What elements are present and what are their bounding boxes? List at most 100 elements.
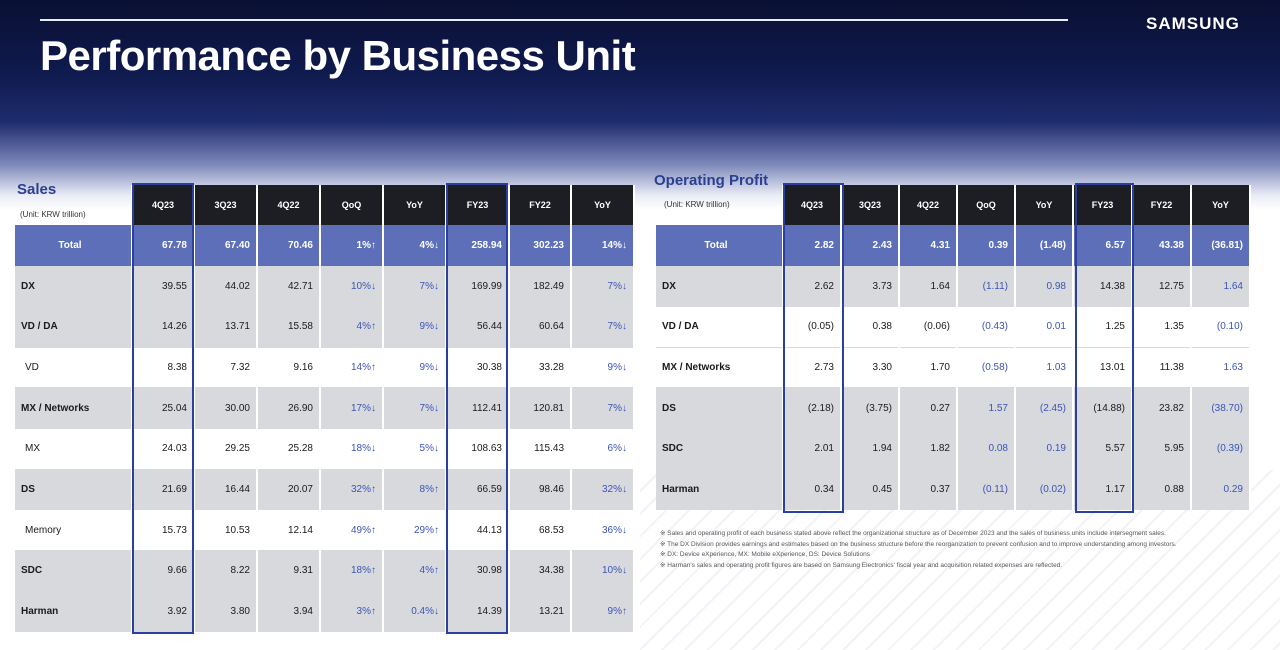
op-profit-cell: 2.82: [783, 225, 842, 267]
sales-cell: 4%↓: [383, 225, 447, 267]
sales-cell: 13.71: [194, 306, 258, 348]
op-profit-cell: 0.01: [1015, 306, 1074, 348]
op-profit-cell: 6.57: [1073, 225, 1133, 267]
op-profit-row: DX 2.62 3.73 1.64 (1.11) 0.98 14.38 12.75 1.64: [656, 265, 1251, 307]
sales-cell: 15.73: [132, 509, 195, 551]
op-profit-cell: 0.38: [841, 306, 900, 348]
sales-cell: 10%↓: [571, 550, 635, 592]
op-profit-col-header: 4Q22: [899, 185, 958, 225]
sales-cell: 21.69: [132, 469, 195, 511]
sales-cell: 26.90: [257, 387, 321, 429]
sales-cell: 42.71: [257, 265, 321, 307]
sales-cell: 49%↑: [320, 509, 384, 551]
sales-cell: 70.46: [257, 225, 321, 267]
op-profit-cell: 0.45: [841, 469, 900, 511]
sales-cell: 9%↓: [383, 347, 447, 389]
sales-cell: 4%↑: [320, 306, 384, 348]
op-profit-col-header: QoQ: [957, 185, 1016, 225]
sales-row-label: DS: [15, 469, 133, 511]
op-profit-cell: (0.10): [1191, 306, 1251, 348]
sales-row: Memory 15.73 10.53 12.14 49%↑ 29%↑ 44.13 68.53 3…: [15, 509, 635, 551]
sales-cell: 15.58: [257, 306, 321, 348]
op-profit-cell: 0.37: [899, 469, 958, 511]
sales-cell: 66.59: [446, 469, 510, 511]
op-profit-cell: (1.48): [1015, 225, 1074, 267]
op-profit-cell: (2.45): [1015, 387, 1074, 429]
op-profit-cell: 2.01: [783, 428, 842, 470]
op-profit-cell: 5.95: [1132, 428, 1192, 470]
op-profit-row: DS (2.18) (3.75) 0.27 1.57 (2.45) (14.88) 23.82…: [656, 387, 1251, 429]
sales-cell: 0.4%↓: [383, 591, 447, 633]
op-profit-row: Harman 0.34 0.45 0.37 (0.11) (0.02) 1.17 0.88 0.…: [656, 469, 1251, 511]
sales-row: SDC 9.66 8.22 9.31 18%↑ 4%↑ 30.98 34.38 10%↓: [15, 550, 635, 592]
sales-row: Harman 3.92 3.80 3.94 3%↑ 0.4%↓ 14.39 13.21 9%↑: [15, 591, 635, 633]
op-profit-cell: (0.39): [1191, 428, 1251, 470]
sales-cell: 9.66: [132, 550, 195, 592]
op-profit-cell: 1.25: [1073, 306, 1133, 348]
op-profit-cell: 1.64: [899, 265, 958, 307]
sales-row: MX 24.03 29.25 25.28 18%↓ 5%↓ 108.63 115.43 6%↓: [15, 428, 635, 470]
op-profit-cell: 1.64: [1191, 265, 1251, 307]
sales-cell: 18%↑: [320, 550, 384, 592]
sales-row-label: VD: [15, 347, 133, 389]
op-profit-cell: 0.27: [899, 387, 958, 429]
sales-cell: 30.00: [194, 387, 258, 429]
op-profit-col-header: 3Q23: [841, 185, 900, 225]
sales-cell: 6%↓: [571, 428, 635, 470]
sales-row-label: VD / DA: [15, 306, 133, 348]
sales-col-header: FY22: [509, 185, 572, 225]
sales-cell: 67.78: [132, 225, 195, 267]
op-profit-header-row: 4Q23 3Q23 4Q22 QoQ YoY FY23 FY22 YoY: [656, 185, 1251, 225]
op-profit-row-label: DX: [656, 265, 784, 307]
footnote: ※ Harman's sales and operating profit fi…: [660, 561, 1063, 569]
sales-cell: 8%↑: [383, 469, 447, 511]
sales-col-header: YoY: [571, 185, 635, 225]
op-profit-cell: 2.43: [841, 225, 900, 267]
op-profit-row-label: SDC: [656, 428, 784, 470]
op-profit-col-header: YoY: [1191, 185, 1251, 225]
sales-cell: 5%↓: [383, 428, 447, 470]
sales-cell: 14%↑: [320, 347, 384, 389]
sales-cell: 30.98: [446, 550, 510, 592]
sales-cell: 17%↓: [320, 387, 384, 429]
sales-cell: 29%↑: [383, 509, 447, 551]
op-profit-cell: 11.38: [1132, 347, 1192, 389]
op-profit-title: Operating Profit: [654, 172, 769, 189]
sales-cell: 7%↓: [383, 265, 447, 307]
sales-cell: 29.25: [194, 428, 258, 470]
sales-cell: 68.53: [509, 509, 572, 551]
op-profit-cell: (1.11): [957, 265, 1016, 307]
sales-cell: 7%↓: [571, 306, 635, 348]
op-profit-cell: 13.01: [1073, 347, 1133, 389]
sales-cell: 36%↓: [571, 509, 635, 551]
op-profit-cell: (3.75): [841, 387, 900, 429]
sales-cell: 44.02: [194, 265, 258, 307]
op-profit-cell: 1.63: [1191, 347, 1251, 389]
sales-cell: 30.38: [446, 347, 510, 389]
sales-cell: 32%↑: [320, 469, 384, 511]
op-profit-cell: 1.35: [1132, 306, 1192, 348]
sales-cell: 20.07: [257, 469, 321, 511]
sales-header-row: 4Q23 3Q23 4Q22 QoQ YoY FY23 FY22 YoY: [15, 185, 635, 225]
op-profit-cell: 12.75: [1132, 265, 1192, 307]
sales-cell: 60.64: [509, 306, 572, 348]
sales-col-header: 4Q23: [132, 185, 195, 225]
sales-cell: 108.63: [446, 428, 510, 470]
sales-cell: 120.81: [509, 387, 572, 429]
sales-cell: 10%↓: [320, 265, 384, 307]
op-profit-cell: 14.38: [1073, 265, 1133, 307]
op-profit-cell: 1.57: [957, 387, 1016, 429]
op-profit-cell: (0.11): [957, 469, 1016, 511]
sales-cell: 34.38: [509, 550, 572, 592]
sales-cell: 3.92: [132, 591, 195, 633]
sales-row: VD / DA 14.26 13.71 15.58 4%↑ 9%↓ 56.44 60.64 7%…: [15, 306, 635, 348]
op-profit-cell: (36.81): [1191, 225, 1251, 267]
op-profit-row-label: MX / Networks: [656, 347, 784, 389]
sales-cell: 25.04: [132, 387, 195, 429]
header-banner: [0, 0, 1280, 210]
samsung-logo: SAMSUNG: [1146, 14, 1240, 33]
op-profit-cell: 0.34: [783, 469, 842, 511]
op-profit-cell: 4.31: [899, 225, 958, 267]
sales-row: MX / Networks 25.04 30.00 26.90 17%↓ 7%↓ 112.4…: [15, 387, 635, 429]
sales-row-label: SDC: [15, 550, 133, 592]
